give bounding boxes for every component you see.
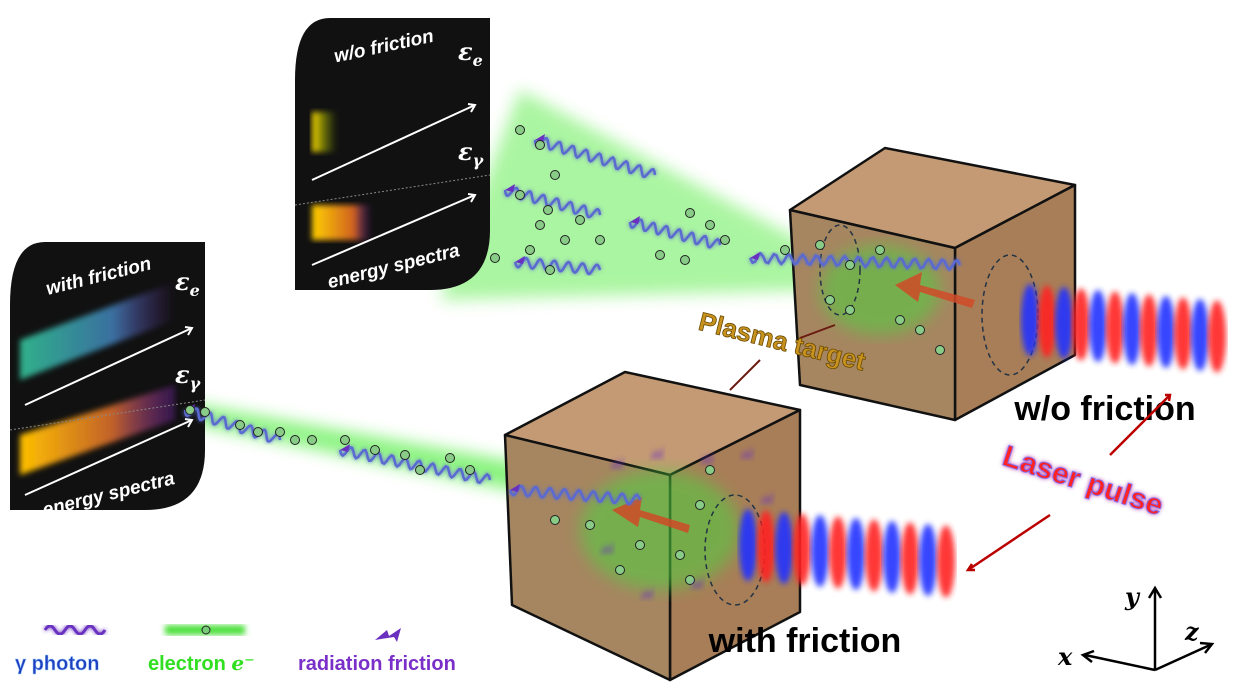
legend-icon (375, 628, 401, 642)
electron (276, 428, 285, 437)
laser-pulse (1106, 292, 1124, 364)
spectrum (312, 112, 337, 152)
electron (516, 126, 525, 135)
subscript: e (473, 51, 483, 70)
electron (846, 261, 855, 270)
legend-label: γ photon (15, 653, 99, 675)
laser-pulse (1072, 289, 1090, 361)
subscript: e (190, 281, 200, 300)
subscript: γ (473, 151, 485, 170)
legend-label: radiation friction (298, 653, 456, 675)
laser-pulse (1191, 299, 1209, 371)
setup-label: with friction (708, 622, 902, 660)
electron (536, 221, 545, 230)
electron (826, 296, 835, 305)
laser-pulse (1157, 296, 1175, 368)
laser-pulse (739, 509, 757, 581)
laser-pulse (1089, 290, 1107, 362)
electron (706, 466, 715, 475)
laser-pulse (1055, 287, 1073, 359)
laser-pulse (919, 524, 937, 596)
electron (576, 216, 585, 225)
laser-pulse (847, 518, 865, 590)
electron (846, 306, 855, 315)
legend-icon (45, 626, 105, 634)
laser-pulse (865, 520, 883, 592)
laser-pulse (811, 515, 829, 587)
electron (526, 246, 535, 255)
axis-label: x (1057, 642, 1073, 671)
electron-beam (440, 90, 820, 300)
legend-text: electron (148, 653, 226, 675)
symbol: ε (458, 137, 473, 166)
axis-label: z (1184, 617, 1200, 646)
electron (466, 466, 475, 475)
laser-pulse (1140, 295, 1158, 367)
electron (876, 246, 885, 255)
laser-pulse (775, 512, 793, 584)
electron (551, 516, 560, 525)
electron (341, 436, 350, 445)
diagram: w/o friction εe εγ energy spectra with f… (0, 0, 1243, 682)
electron (446, 454, 455, 463)
electron (371, 446, 380, 455)
laser-pulse (829, 517, 847, 589)
electron (416, 466, 425, 475)
laser-pulse (1021, 284, 1039, 356)
spectrum (312, 205, 372, 240)
electron (516, 191, 525, 200)
laser-pulse (883, 521, 901, 593)
symbol: ε (458, 37, 473, 66)
laser-pulse (1123, 293, 1141, 365)
electron (816, 241, 825, 250)
laser-pulse (757, 511, 775, 583)
electron (544, 206, 553, 215)
electron (254, 428, 263, 437)
symbol: ε (175, 360, 190, 389)
electron (696, 501, 705, 510)
electron (308, 436, 317, 445)
electron (291, 436, 300, 445)
laser-pulse (1038, 286, 1056, 358)
laser-pulse (937, 526, 955, 598)
electron (491, 254, 500, 263)
electron (551, 171, 560, 180)
electron (656, 251, 665, 260)
electron (916, 326, 925, 335)
electron (686, 209, 695, 218)
laser-label: Laser pulse (999, 440, 1168, 523)
symbol: ε (175, 267, 190, 296)
glow (580, 470, 740, 590)
legend-icon (202, 626, 210, 634)
subscript: γ (190, 374, 202, 393)
electron (401, 451, 410, 460)
axis-label: y (1124, 582, 1141, 611)
legend-label: electron e⁻ (148, 651, 255, 675)
laser-pulse (901, 523, 919, 595)
laser-pulse (1174, 298, 1192, 370)
electron (536, 141, 545, 150)
electron (586, 521, 595, 530)
electron (706, 221, 715, 230)
electron (681, 256, 690, 265)
electron (676, 551, 685, 560)
electron (546, 266, 555, 275)
electron (186, 406, 195, 415)
electron (936, 346, 945, 355)
electron (596, 236, 605, 245)
electron (236, 421, 245, 430)
electron (781, 246, 790, 255)
laser-pulse (793, 514, 811, 586)
legend-symbol: e⁻ (231, 651, 254, 675)
electron (616, 566, 625, 575)
electron (636, 541, 645, 550)
electron (721, 236, 730, 245)
electron (201, 408, 210, 417)
electron (896, 316, 905, 325)
electron (561, 236, 570, 245)
laser-pulse (1208, 301, 1226, 373)
electron (686, 576, 695, 585)
